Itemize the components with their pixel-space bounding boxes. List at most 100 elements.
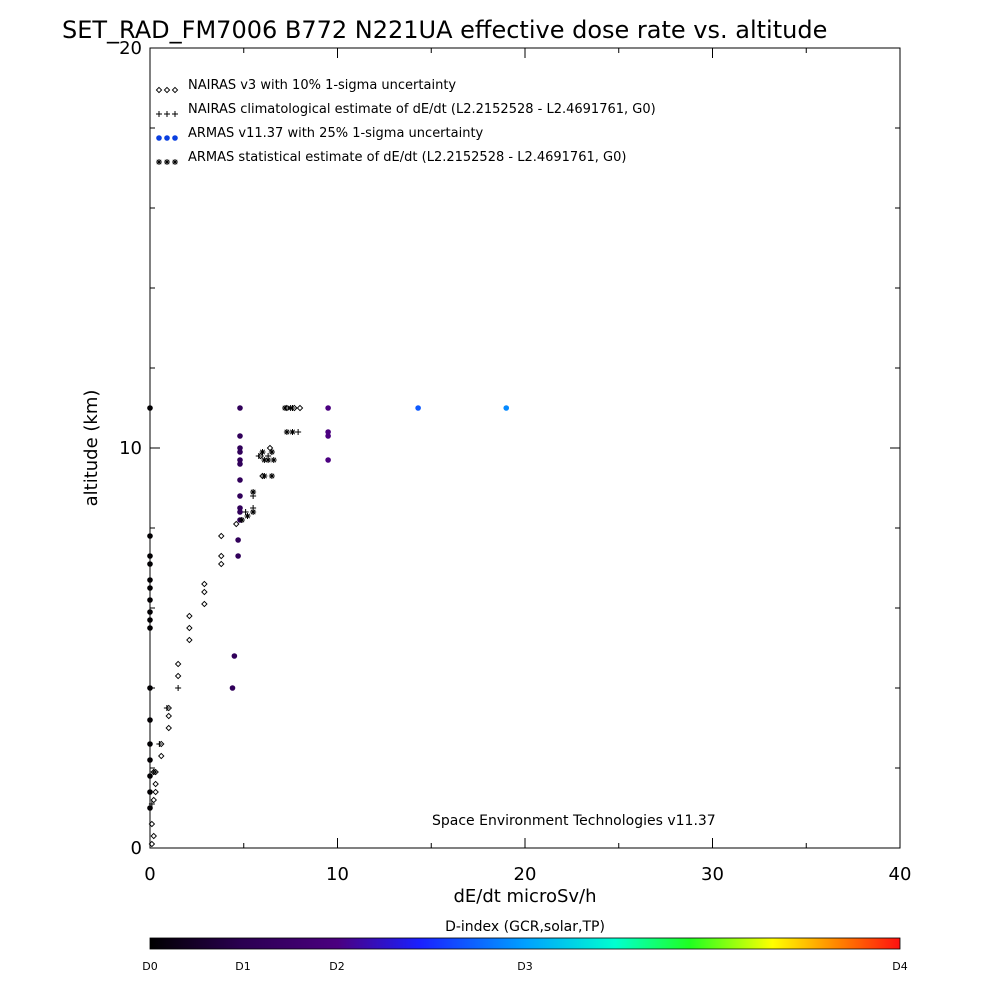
series-2-point: [156, 741, 163, 747]
x-tick-label: 0: [144, 864, 155, 885]
series-1-point: [174, 672, 182, 680]
series-4-point: [244, 513, 251, 519]
legend-marker: [156, 111, 162, 117]
series-1-point: [186, 612, 193, 620]
series-4-point: [287, 405, 294, 411]
data-points: [147, 404, 510, 848]
series-1-point: [165, 724, 172, 732]
series-1-point: [186, 624, 193, 632]
tick-labels: 0 10 20 30 40 0 10 20: [119, 38, 911, 885]
series-4-point: [282, 405, 288, 411]
series-3-point: [147, 577, 153, 583]
legend-marker: [155, 86, 163, 94]
legend-marker: [172, 111, 178, 117]
series-3-point: [147, 789, 153, 795]
series-3-point: [325, 405, 331, 411]
series-3-point: [325, 429, 331, 435]
colorbar-labels: D0 D1 D2 D3 D4: [142, 960, 907, 973]
series-4-point: [261, 473, 268, 479]
legend-marker: [164, 111, 170, 117]
legend: NAIRAS v3 with 10% 1-sigma uncertainty NA…: [155, 78, 656, 165]
series-4-point: [270, 457, 277, 463]
series-3-point: [147, 757, 153, 763]
series-3-point: [235, 553, 241, 559]
legend-marker: [172, 135, 178, 141]
series-1-point: [150, 796, 157, 804]
series-1-point: [201, 600, 208, 608]
credit-text: Space Environment Technologies v11.37: [432, 813, 716, 829]
series-3-point: [147, 561, 153, 567]
colorbar-label: D1: [235, 960, 250, 973]
series-3-point: [229, 685, 236, 691]
x-tick-label: 20: [514, 864, 537, 885]
series-4-point: [259, 449, 266, 455]
series-4-point: [238, 517, 245, 523]
series-3-point: [147, 717, 153, 723]
series-1-point: [174, 660, 182, 668]
y-tick-label: 10: [119, 438, 142, 459]
series-4-point: [289, 429, 296, 435]
series-1-point: [148, 840, 156, 848]
x-axis-label: dE/dt microSv/h: [453, 886, 596, 907]
series-1-point: [218, 532, 225, 540]
series-3-point: [147, 553, 153, 559]
y-axis-label: altitude (km): [81, 390, 102, 507]
series-4-point: [283, 429, 290, 435]
series-4-point: [268, 449, 275, 455]
y-tick-label: 20: [119, 38, 142, 59]
series-3-point: [147, 805, 153, 811]
legend-entry-1: NAIRAS v3 with 10% 1-sigma uncertainty: [188, 78, 456, 93]
series-3-point: [237, 457, 243, 463]
series-2-point: [295, 429, 302, 435]
series-3-point: [147, 685, 153, 691]
legend-marker: [171, 86, 179, 94]
series-3-point: [237, 445, 243, 451]
series-3-point: [237, 493, 243, 499]
colorbar-label: D3: [517, 960, 532, 973]
series-4-point: [250, 489, 257, 495]
legend-marker: [164, 135, 170, 141]
series-3-point: [237, 405, 243, 411]
series-1-point: [218, 552, 225, 560]
series-3-point: [147, 617, 153, 623]
series-2-point: [150, 769, 157, 775]
series-3-point: [147, 597, 153, 603]
legend-entry-4: ARMAS statistical estimate of dE/dt (L2.…: [188, 150, 626, 165]
series-3-point: [147, 405, 153, 411]
series-1-point: [201, 580, 208, 588]
series-1-point: [165, 712, 172, 720]
series-1-point: [233, 520, 240, 528]
series-2-point: [255, 453, 262, 459]
series-4-point: [268, 473, 275, 479]
series-3-point: [237, 505, 243, 511]
series-4-point: [265, 457, 272, 463]
axis-ticks: [149, 47, 901, 849]
series-3-point: [231, 653, 238, 659]
colorbar-label: D4: [892, 960, 907, 973]
colorbar-label: D2: [329, 960, 344, 973]
legend-marker: [156, 159, 162, 165]
series-1-point: [152, 780, 159, 788]
legend-marker: [164, 159, 170, 165]
series-3-point: [147, 625, 153, 631]
legend-entry-2: NAIRAS climatological estimate of dE/dt …: [188, 102, 656, 117]
legend-marker: [172, 159, 178, 165]
series-1-point: [296, 404, 304, 412]
series-1-point: [158, 752, 165, 760]
y-tick-label: 0: [131, 838, 142, 859]
series-1-point: [218, 560, 225, 568]
series-3-point: [325, 433, 331, 439]
series-2-point: [175, 685, 182, 691]
series-3-point: [503, 405, 510, 411]
series-1-point: [150, 832, 157, 840]
series-1-point: [201, 588, 208, 596]
series-3-point: [415, 405, 421, 411]
legend-entry-3: ARMAS v11.37 with 25% 1-sigma uncertaint…: [188, 126, 484, 141]
series-3-point: [325, 457, 331, 463]
series-3-point: [147, 773, 153, 779]
chart-title: SET_RAD_FM7006 B772 N221UA effective dos…: [62, 16, 827, 44]
series-2-point: [163, 705, 170, 711]
colorbar: [149, 937, 901, 950]
x-tick-label: 10: [326, 864, 349, 885]
